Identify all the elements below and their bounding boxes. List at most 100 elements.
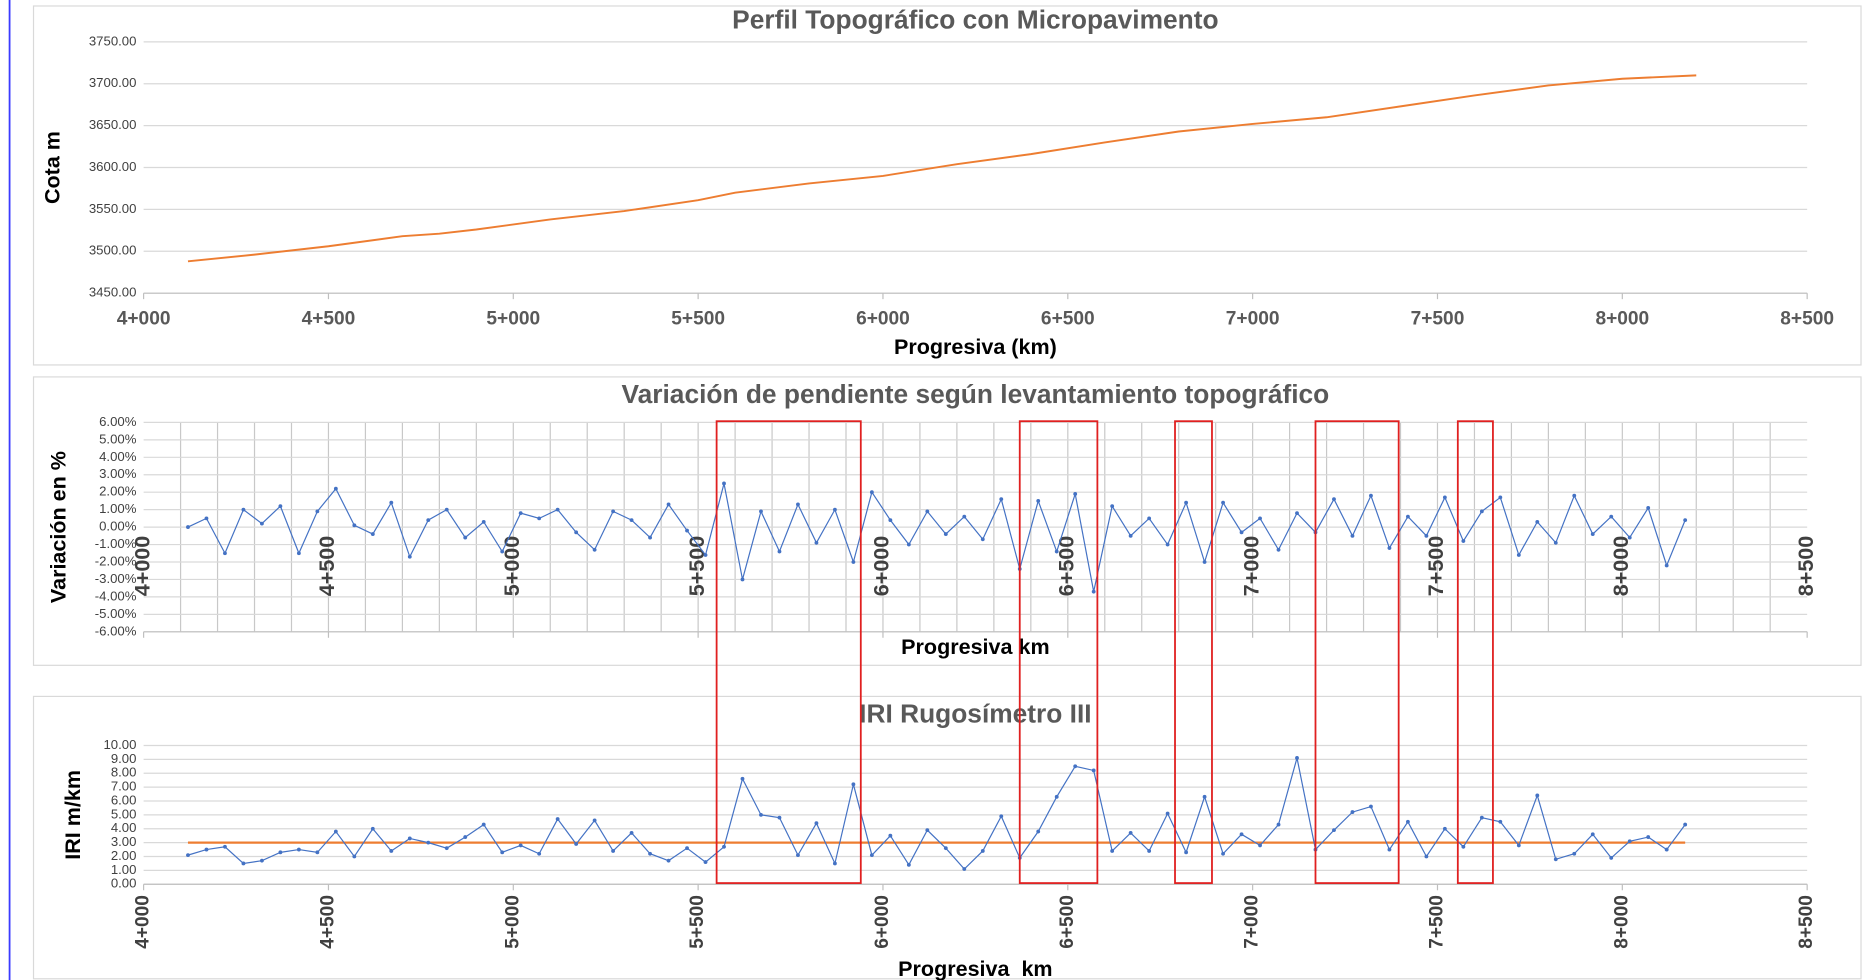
point: [888, 833, 893, 838]
point: [1239, 530, 1244, 535]
point: [1405, 514, 1410, 519]
x-tick-label: 5+500: [671, 309, 725, 330]
point: [611, 509, 616, 514]
point: [278, 504, 283, 509]
y-tick-label: 3650.00: [89, 117, 137, 132]
point: [1295, 511, 1299, 516]
point: [1461, 539, 1466, 543]
point: [537, 851, 542, 856]
point: [555, 507, 560, 512]
point: [1110, 849, 1115, 853]
point: [925, 828, 930, 833]
point: [943, 532, 948, 536]
point: [925, 509, 930, 514]
point: [1276, 547, 1281, 552]
y-tick-label: -1.00%: [95, 536, 137, 551]
x-tick-label: 5+000: [500, 536, 524, 596]
y-tick-label: 9.00: [111, 751, 137, 766]
point: [629, 831, 634, 835]
point: [1295, 756, 1299, 760]
point: [481, 519, 486, 524]
panel: [32, 5, 1862, 366]
y-tick-label: 1.00%: [99, 501, 137, 516]
point: [906, 862, 911, 867]
point: [1516, 553, 1521, 557]
point: [1590, 532, 1595, 536]
x-tick-label: 5+000: [486, 309, 540, 330]
x-axis-title: Progresiva km: [901, 635, 1049, 659]
point: [259, 521, 264, 526]
point: [389, 500, 394, 505]
point: [1221, 500, 1225, 505]
point: [370, 826, 375, 831]
point: [1369, 804, 1373, 809]
series-line: [187, 74, 1697, 263]
point: [1332, 497, 1336, 502]
point: [1128, 533, 1133, 538]
point: [1239, 832, 1244, 837]
x-tick-label: 5+000: [502, 895, 523, 949]
point: [186, 525, 190, 530]
point: [481, 822, 486, 827]
point: [1091, 589, 1096, 594]
x-tick-label: 4+000: [117, 309, 171, 330]
point: [777, 815, 782, 820]
point: [1479, 509, 1484, 514]
y-tick-label: -5.00%: [95, 606, 137, 621]
y-tick-label: 6.00%: [99, 414, 137, 429]
x-axis-title: Progresiva km: [898, 957, 1052, 980]
point: [1572, 851, 1577, 856]
point: [648, 535, 652, 540]
highlight-box: [1314, 420, 1400, 884]
x-tick-label: 7+000: [1226, 309, 1280, 330]
point: [1590, 832, 1595, 837]
point: [703, 860, 708, 864]
point: [1683, 518, 1688, 523]
y-tick-label: 7.00: [111, 779, 137, 794]
x-tick-label: 8+000: [1611, 895, 1632, 949]
x-tick-label: 8+000: [1609, 536, 1633, 596]
point: [1609, 514, 1614, 519]
point: [740, 577, 745, 582]
point: [518, 843, 523, 848]
point: [1646, 835, 1651, 839]
point: [759, 509, 763, 514]
y-tick-label: 3550.00: [89, 201, 137, 216]
highlight-box: [715, 420, 862, 884]
point: [333, 829, 338, 834]
x-tick-label: 6+500: [1057, 895, 1078, 949]
chart-title: IRI Rugosímetro III: [859, 699, 1091, 729]
y-tick-label: 0.00%: [99, 519, 137, 534]
point: [1258, 843, 1262, 848]
y-axis-title: Cota m: [41, 131, 65, 204]
point: [943, 846, 948, 851]
point: [1461, 844, 1466, 849]
point: [1424, 854, 1429, 859]
point: [463, 835, 468, 839]
point: [1128, 831, 1133, 835]
point: [1276, 822, 1281, 827]
point: [574, 530, 579, 535]
point: [1258, 516, 1262, 521]
point: [1553, 857, 1558, 862]
point: [296, 551, 301, 556]
point: [1332, 828, 1336, 833]
point: [851, 560, 856, 564]
point: [407, 836, 412, 841]
point: [426, 840, 431, 845]
y-tick-label: -2.00%: [95, 553, 137, 568]
point: [1110, 504, 1115, 509]
point: [241, 507, 246, 512]
point: [1221, 851, 1225, 856]
point: [869, 490, 874, 495]
point: [777, 549, 782, 554]
point: [444, 507, 449, 512]
x-tick-label: 8+500: [1780, 309, 1834, 330]
point: [1350, 533, 1355, 538]
y-tick-label: 3500.00: [89, 243, 137, 258]
point: [574, 842, 579, 846]
point: [592, 547, 597, 552]
point: [1073, 492, 1078, 496]
point: [1036, 499, 1041, 503]
